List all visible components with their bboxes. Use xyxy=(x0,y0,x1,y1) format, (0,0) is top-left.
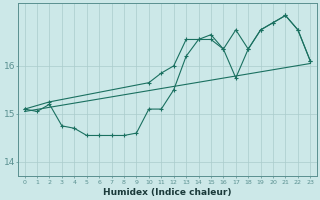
X-axis label: Humidex (Indice chaleur): Humidex (Indice chaleur) xyxy=(103,188,232,197)
